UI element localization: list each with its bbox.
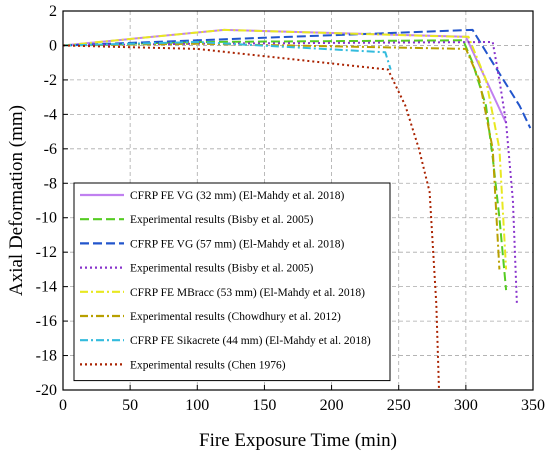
y-tick-label: -20 bbox=[36, 382, 57, 399]
x-tick-label: 250 bbox=[387, 397, 411, 414]
x-tick-label: 50 bbox=[122, 397, 138, 414]
legend-label-4: Experimental results (Bisby et al. 2005) bbox=[130, 263, 313, 275]
legend-label-7: CFRP FE Sikacrete (44 mm) (El-Mahdy et a… bbox=[130, 335, 371, 347]
series-line-8 bbox=[62, 44, 440, 391]
series-line-6 bbox=[62, 42, 501, 270]
plot-series bbox=[62, 28, 532, 391]
y-tick-label: -18 bbox=[36, 348, 57, 365]
x-tick-label: 150 bbox=[252, 397, 276, 414]
plot-frame bbox=[62, 10, 534, 391]
series-line-2 bbox=[62, 39, 508, 291]
series-line-7 bbox=[62, 41, 392, 70]
series-line-3 bbox=[62, 28, 532, 129]
legend-label-6: Experimental results (Chowdhury et al. 2… bbox=[130, 311, 341, 323]
y-tick-label: -12 bbox=[36, 244, 57, 261]
x-tick-label: 200 bbox=[320, 397, 344, 414]
y-tick-label: 0 bbox=[49, 37, 57, 54]
axis-ticks: 0 50 100 150 200 250 300 350 2 0 -2 -4 -6 -8 -10 -12 -14… bbox=[36, 3, 545, 414]
y-tick-label: -14 bbox=[36, 279, 57, 296]
y-tick-label: -2 bbox=[44, 72, 57, 89]
x-tick-label: 100 bbox=[185, 397, 209, 414]
legend-label-1: CFRP FE VG (32 mm) (El-Mahdy et al. 2018… bbox=[130, 190, 345, 202]
legend-label-5: CFRP FE MBracc (53 mm) (El-Mahdy et al. … bbox=[130, 287, 365, 299]
x-tick-label: 300 bbox=[454, 397, 478, 414]
y-tick-label: -10 bbox=[36, 210, 57, 227]
y-tick-label: -4 bbox=[44, 106, 57, 123]
series-line-5 bbox=[62, 28, 508, 270]
legend-label-8: Experimental results (Chen 1976) bbox=[130, 359, 286, 371]
legend: CFRP FE VG (32 mm) (El-Mahdy et al. 2018… bbox=[73, 182, 391, 382]
y-tick-label: -6 bbox=[44, 141, 57, 158]
legend-label-3: CFRP FE VG (57 mm) (El-Mahdy et al. 2018… bbox=[130, 238, 345, 250]
legend-label-2: Experimental results (Bisby et al. 2005) bbox=[130, 214, 313, 226]
y-tick-label: -16 bbox=[36, 313, 57, 330]
y-tick-label: -8 bbox=[44, 175, 57, 192]
legend-box bbox=[73, 182, 391, 382]
x-tick-label: 0 bbox=[59, 397, 67, 414]
x-axis-title: Fire Exposure Time (min) bbox=[199, 430, 397, 451]
y-axis-title: Axial Deformation (mm) bbox=[6, 105, 27, 296]
x-tick-label: 350 bbox=[521, 397, 545, 414]
y-tick-label: 2 bbox=[49, 3, 57, 20]
